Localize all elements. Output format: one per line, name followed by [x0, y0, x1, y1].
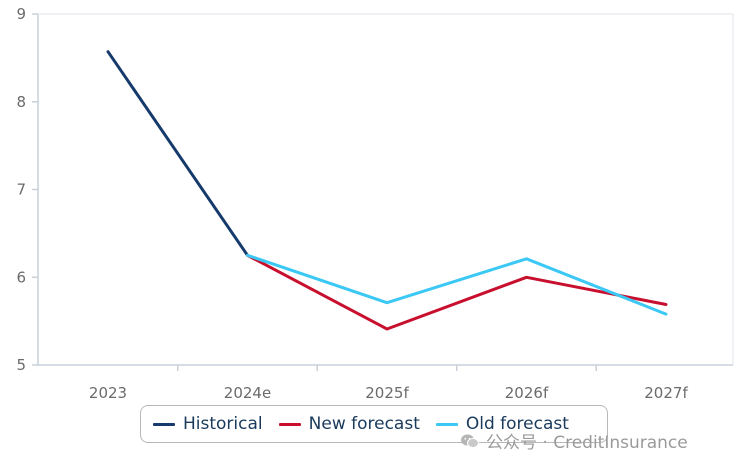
- legend-swatch-old-forecast: [435, 422, 458, 426]
- series-line-old-forecast: [246, 253, 668, 316]
- watermark: 公众号 · CreditInsurance: [460, 428, 688, 453]
- legend-item-old-forecast[interactable]: Old forecast: [435, 414, 569, 434]
- y-tick-label: 9: [16, 5, 26, 23]
- legend-item-historical[interactable]: Historical: [153, 414, 263, 434]
- y-tick-label: 5: [16, 356, 26, 374]
- legend-label-historical: Historical: [183, 414, 263, 434]
- x-tick-label: 2026f: [505, 384, 549, 402]
- x-tick-label: 2024e: [224, 384, 271, 402]
- legend-swatch-new-forecast: [278, 422, 301, 426]
- chart-series-lines: [106, 50, 668, 331]
- wechat-icon: [461, 434, 479, 448]
- legend-label-old-forecast: Old forecast: [465, 414, 569, 434]
- y-tick-label: 7: [16, 181, 26, 199]
- legend-item-new-forecast[interactable]: New forecast: [278, 414, 420, 434]
- chart-ticks: 5 6 7 8 9 2023 2024e 2025f 2026f 2027f: [16, 5, 688, 402]
- watermark-text: 公众号 · CreditInsurance: [486, 433, 688, 453]
- x-tick-label: 2023: [89, 384, 127, 402]
- x-tick-label: 2025f: [365, 384, 409, 402]
- chart-legend: Historical New forecast Old forecast: [140, 405, 608, 443]
- series-line-historical: [106, 50, 249, 257]
- chart-axes: [37, 13, 734, 366]
- y-tick-label: 6: [16, 268, 26, 286]
- legend-swatch-historical: [153, 422, 175, 426]
- y-tick-label: 8: [16, 93, 26, 111]
- series-line-new-forecast: [246, 253, 668, 331]
- legend-label-new-forecast: New forecast: [308, 414, 420, 434]
- x-tick-label: 2027f: [644, 384, 688, 402]
